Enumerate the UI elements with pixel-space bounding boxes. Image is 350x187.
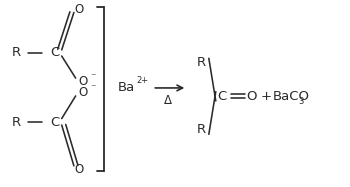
Text: R: R [197, 56, 206, 69]
Text: C: C [50, 116, 60, 129]
Text: +: + [260, 90, 271, 103]
Text: O: O [246, 90, 257, 103]
Text: C: C [217, 90, 227, 103]
Text: C: C [50, 46, 60, 59]
Text: O: O [78, 75, 87, 88]
Text: O: O [78, 86, 87, 99]
Text: O: O [75, 163, 84, 176]
Text: Ba: Ba [118, 82, 135, 94]
Text: Δ: Δ [164, 94, 172, 108]
Text: BaCO: BaCO [273, 90, 310, 103]
Text: R: R [12, 46, 21, 59]
Text: O: O [75, 3, 84, 16]
Text: 2+: 2+ [136, 76, 149, 85]
Text: ⁻: ⁻ [90, 72, 96, 82]
Text: R: R [197, 123, 206, 136]
Text: 3: 3 [299, 97, 304, 106]
Text: R: R [12, 116, 21, 129]
Text: ⁻: ⁻ [90, 83, 96, 93]
